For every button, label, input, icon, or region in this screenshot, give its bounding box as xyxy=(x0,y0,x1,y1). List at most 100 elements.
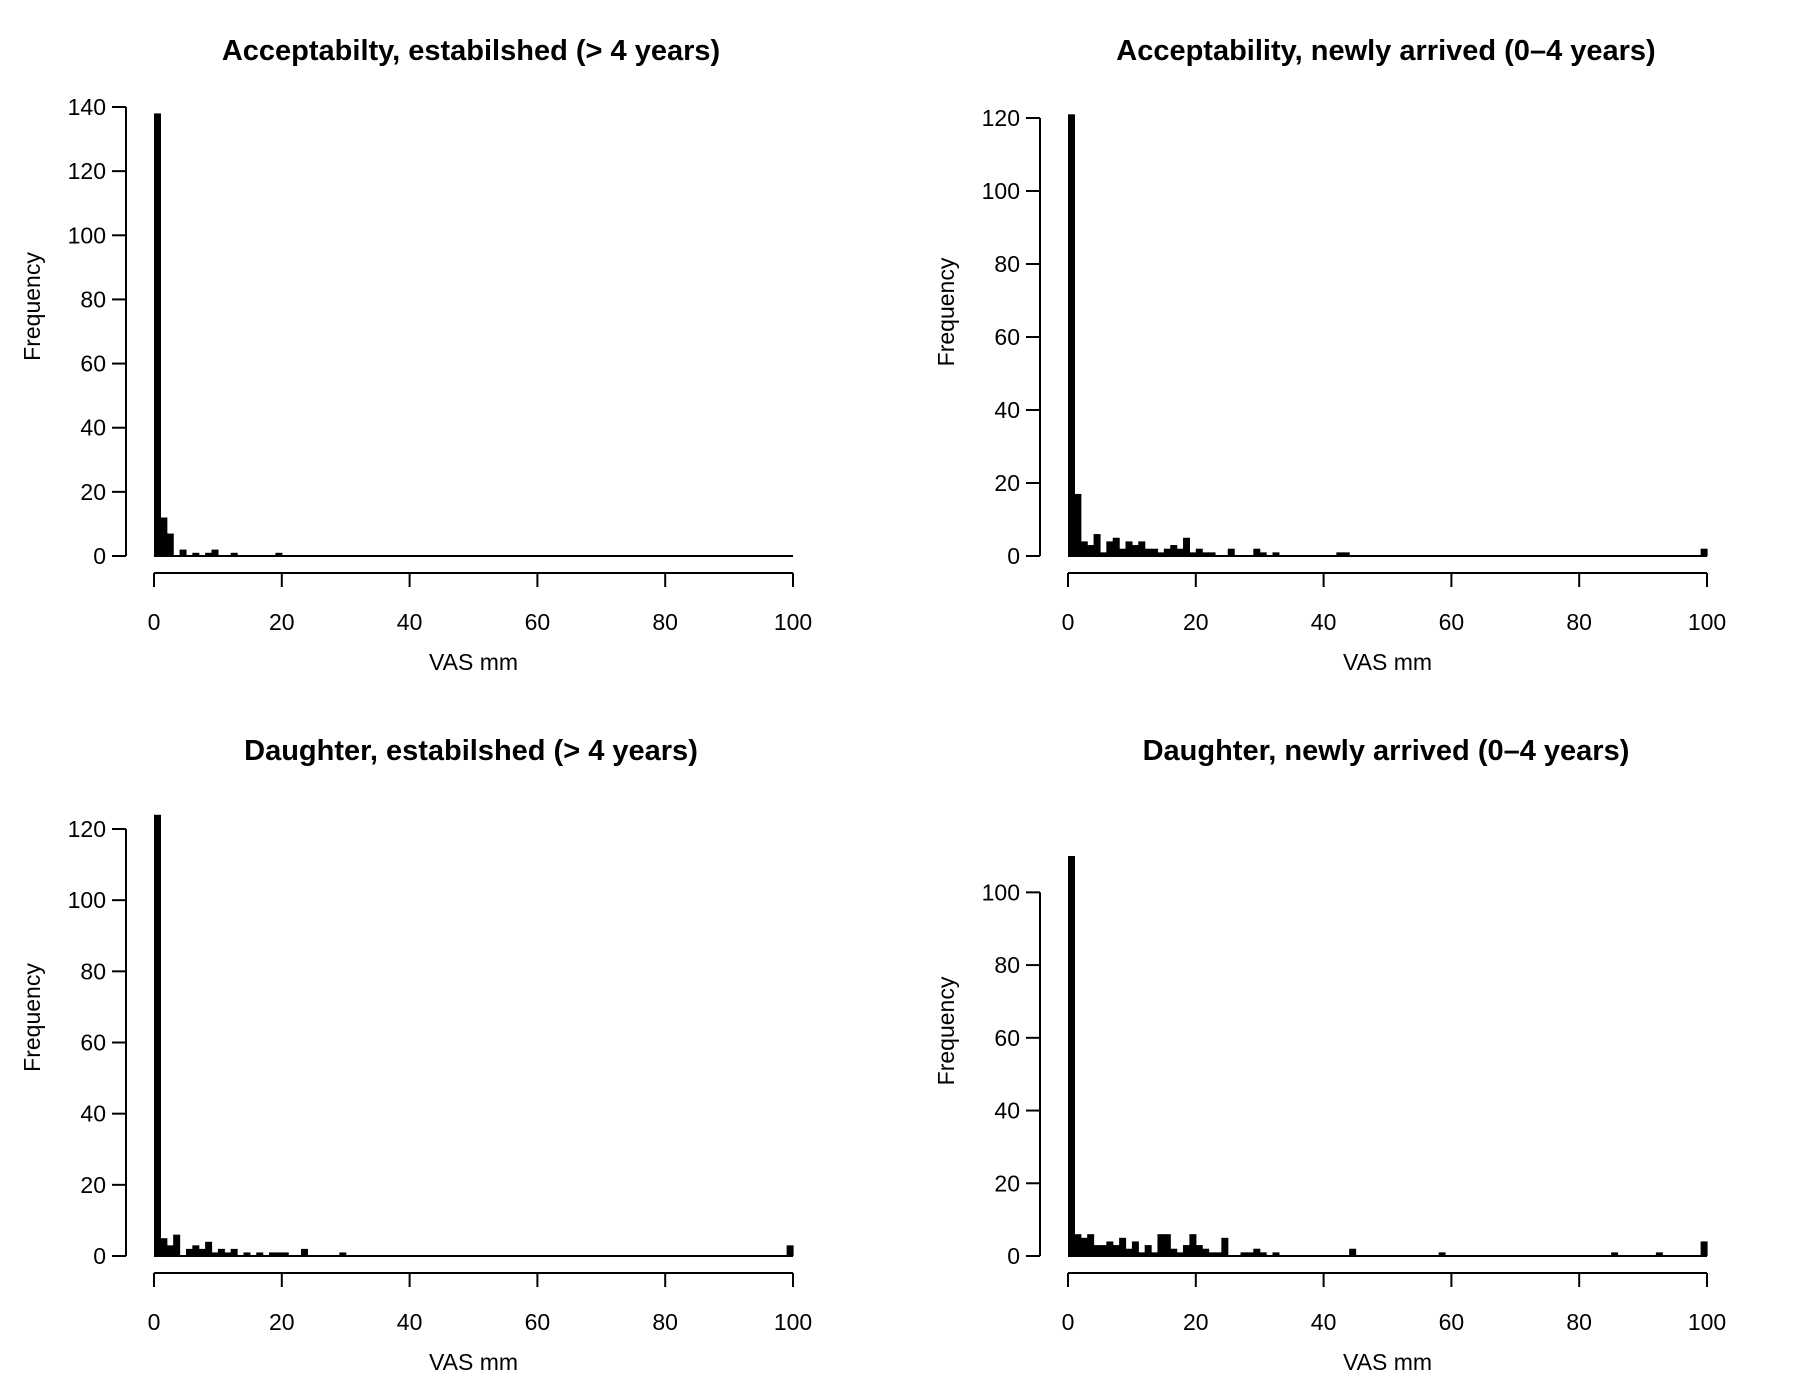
histogram-bar xyxy=(1655,1252,1663,1256)
histogram-bar xyxy=(1068,114,1075,556)
x-tick-label: 20 xyxy=(1183,609,1209,635)
histogram-bar xyxy=(281,1252,289,1256)
x-tick-label: 60 xyxy=(1439,1309,1465,1335)
histogram-bar xyxy=(217,1248,225,1256)
histogram-bar xyxy=(211,1252,219,1256)
chart-title: Daughter, estabilshed (> 4 years) xyxy=(244,735,698,767)
y-tick-label: 40 xyxy=(80,415,106,441)
histogram-bar xyxy=(1202,1248,1210,1256)
y-tick-label: 20 xyxy=(80,479,106,505)
y-tick-label: 20 xyxy=(80,1172,106,1198)
histogram-bar xyxy=(230,1248,238,1256)
histogram-bar xyxy=(1176,548,1184,556)
histogram-bar xyxy=(1119,548,1127,556)
histogram-bar xyxy=(1272,552,1280,556)
histogram-bar xyxy=(1093,534,1101,556)
histogram-bar xyxy=(1208,1252,1216,1256)
x-tick-label: 40 xyxy=(1311,1309,1337,1335)
x-tick-label: 0 xyxy=(148,609,161,635)
x-tick-label: 100 xyxy=(774,609,812,635)
histogram-bar xyxy=(192,1245,200,1256)
x-tick-label: 0 xyxy=(148,1309,161,1335)
x-tick-label: 20 xyxy=(269,609,295,635)
histogram-bar xyxy=(1119,1237,1127,1256)
histogram-bar xyxy=(1438,1252,1446,1256)
x-axis-label: VAS mm xyxy=(1343,649,1432,675)
histogram-bar xyxy=(166,533,174,556)
y-tick-label: 100 xyxy=(982,879,1020,905)
histogram-panel-3: Daughter, estabilshed (> 4 years) 0 20 40 60… xyxy=(19,735,812,1375)
x-axis-label: VAS mm xyxy=(429,1349,518,1375)
histogram-panel-1: Acceptabilty, estabilshed (> 4 years) 0 20… xyxy=(19,35,812,675)
histogram-bar xyxy=(1080,541,1088,556)
x-tick-label: 80 xyxy=(652,609,678,635)
y-tick-label: 120 xyxy=(68,158,106,184)
histogram-bar xyxy=(1195,548,1203,556)
histogram-bar xyxy=(205,1241,213,1256)
histogram-bar xyxy=(1342,552,1350,556)
histogram-bar xyxy=(1214,1252,1222,1256)
y-tick-label: 40 xyxy=(994,397,1020,423)
histogram-bar xyxy=(1163,548,1171,556)
histogram-bar xyxy=(1183,537,1191,556)
histogram-bar xyxy=(269,1252,277,1256)
histogram-bar xyxy=(1106,541,1114,556)
histogram-bar xyxy=(1125,541,1133,556)
y-tick-label: 100 xyxy=(68,887,106,913)
y-axis-label: Frequency xyxy=(19,252,45,361)
histogram-bar xyxy=(243,1252,251,1256)
y-tick-label: 0 xyxy=(93,543,106,569)
histogram-bar xyxy=(1259,552,1267,556)
x-axis-label: VAS mm xyxy=(1343,1349,1432,1375)
histogram-bar xyxy=(230,552,238,556)
histogram-bar xyxy=(1151,548,1159,556)
histogram-bar xyxy=(211,549,219,556)
histogram-bar xyxy=(160,517,168,556)
histogram-bar xyxy=(185,1248,193,1256)
histogram-bar xyxy=(224,1252,232,1256)
x-tick-label: 80 xyxy=(1566,609,1592,635)
histogram-bar xyxy=(300,1248,308,1256)
histogram-bar xyxy=(154,113,161,556)
y-tick-label: 120 xyxy=(68,816,106,842)
y-tick-label: 100 xyxy=(982,178,1020,204)
histogram-bar xyxy=(1208,552,1216,556)
y-tick-label: 80 xyxy=(80,286,106,312)
y-tick-label: 80 xyxy=(80,958,106,984)
histogram-bar xyxy=(1700,548,1708,556)
histogram-bar xyxy=(275,552,283,556)
x-tick-label: 20 xyxy=(1183,1309,1209,1335)
histogram-bar xyxy=(1144,548,1152,556)
histogram-bar xyxy=(160,1238,168,1256)
x-tick-label: 40 xyxy=(397,609,423,635)
y-tick-label: 0 xyxy=(1007,543,1020,569)
histogram-bar xyxy=(339,1252,347,1256)
histogram-bar xyxy=(256,1252,264,1256)
x-tick-label: 20 xyxy=(269,1309,295,1335)
histogram-bar xyxy=(1112,537,1120,556)
x-tick-label: 80 xyxy=(1566,1309,1592,1335)
histogram-bar xyxy=(1074,493,1082,556)
histogram-bar xyxy=(1068,856,1075,1256)
histogram-bar xyxy=(1253,1248,1261,1256)
x-tick-label: 60 xyxy=(525,609,551,635)
histogram-bar xyxy=(1131,1241,1139,1256)
histogram-bar xyxy=(1336,552,1344,556)
y-tick-label: 60 xyxy=(994,324,1020,350)
histogram-bar xyxy=(275,1252,283,1256)
histogram-bar xyxy=(1125,1248,1133,1256)
histogram-bar xyxy=(1183,1245,1191,1256)
histogram-bar xyxy=(1259,1252,1267,1256)
x-tick-label: 40 xyxy=(1311,609,1337,635)
histogram-bar xyxy=(173,1234,181,1256)
histogram-bar xyxy=(1246,1252,1254,1256)
histogram-bar xyxy=(1253,548,1261,556)
y-tick-label: 0 xyxy=(93,1243,106,1269)
x-tick-label: 40 xyxy=(397,1309,423,1335)
histogram-bar xyxy=(1272,1252,1280,1256)
histogram-panel-2: Acceptability, newly arrived (0–4 years)… xyxy=(933,35,1726,675)
histogram-bar xyxy=(1157,1234,1165,1256)
histogram-bar xyxy=(1099,1245,1107,1256)
histogram-bar xyxy=(1080,1237,1088,1256)
